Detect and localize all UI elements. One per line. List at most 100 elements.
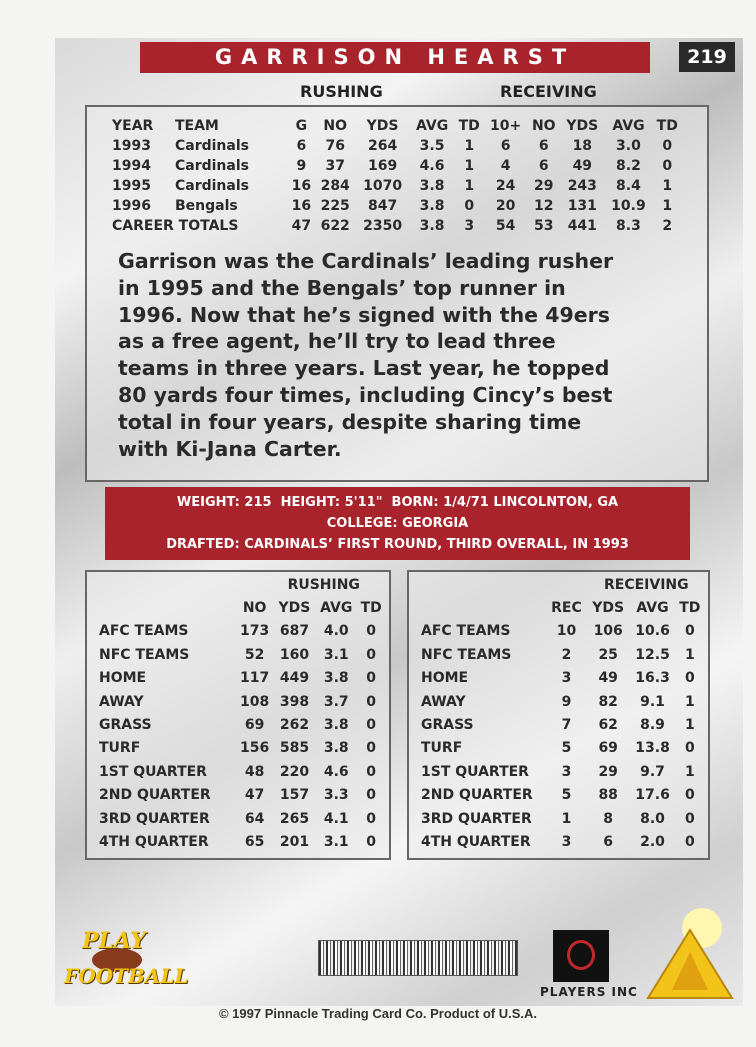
stats-table: YEAR TEAM G NO YDS AVG TD 10+ NO YDS AVG TD 1993 Card… bbox=[112, 116, 682, 236]
split-cell: 8.0 bbox=[640, 810, 665, 827]
split-cell: 0 bbox=[684, 810, 695, 827]
split-row: 1ST QUARTER 3 29 9.7 1 bbox=[409, 760, 704, 783]
players-inc-text: PLAYERS INC bbox=[540, 985, 638, 999]
split-cell: 25 bbox=[598, 646, 618, 663]
split-cell: 0 bbox=[684, 787, 695, 804]
split-cell: 6 bbox=[603, 833, 614, 850]
split-cell: 82 bbox=[598, 693, 618, 710]
stats-cell: 9 bbox=[296, 158, 307, 174]
stats-cell: 3.8 bbox=[419, 198, 445, 214]
split-row: NFC TEAMS 52 160 3.1 0 bbox=[87, 643, 385, 666]
stats-cell: 10.9 bbox=[611, 198, 646, 214]
split-cell: 0 bbox=[366, 740, 377, 757]
split-label: NFC TEAMS bbox=[421, 646, 512, 663]
bio-line: 1996. Now that he’s signed with the 49er… bbox=[118, 302, 610, 327]
split-cell: 0 bbox=[366, 763, 377, 780]
players-inc-logo bbox=[553, 930, 609, 982]
column-header: AVG bbox=[415, 118, 449, 134]
column-header: YEAR bbox=[112, 118, 154, 134]
stats-cell: 6 bbox=[296, 138, 307, 154]
stats-cell: 1993 bbox=[112, 138, 151, 154]
split-cell: 1 bbox=[684, 717, 695, 734]
split-cell: 65 bbox=[244, 833, 265, 850]
split-cell: 201 bbox=[279, 833, 310, 850]
stats-cell: 53 bbox=[534, 218, 554, 234]
split-cell: 3 bbox=[561, 833, 572, 850]
split-cell: 3.8 bbox=[323, 670, 349, 687]
split-cell: 47 bbox=[244, 787, 265, 804]
stats-row: 1993 Cardinals 6 76 264 3.5 1 6 6 18 3.0 0 bbox=[112, 136, 682, 156]
split-cell: 585 bbox=[279, 740, 310, 757]
split-cell: 0 bbox=[366, 693, 377, 710]
split-cell: 0 bbox=[366, 787, 377, 804]
stats-cell: 76 bbox=[325, 138, 345, 154]
stats-cell: 1994 bbox=[112, 158, 151, 174]
stats-cell: 1 bbox=[662, 178, 673, 194]
split-label: GRASS bbox=[99, 717, 152, 734]
column-header: TD bbox=[656, 118, 678, 134]
pinnacle-logo bbox=[646, 908, 734, 999]
split-cell: 0 bbox=[366, 670, 377, 687]
split-cell: 0 bbox=[684, 740, 695, 757]
split-row: GRASS 69 262 3.8 0 bbox=[87, 713, 385, 736]
split-cell: 1 bbox=[684, 693, 695, 710]
split-row: 4TH QUARTER 3 6 2.0 0 bbox=[409, 830, 704, 853]
group-label: RECEIVING bbox=[500, 82, 597, 101]
stats-cell: 1 bbox=[662, 198, 673, 214]
split-label: 3RD QUARTER bbox=[421, 810, 532, 827]
stats-cell: 0 bbox=[662, 138, 673, 154]
split-label: 3RD QUARTER bbox=[99, 810, 210, 827]
stats-cell: 37 bbox=[325, 158, 345, 174]
split-label: 4TH QUARTER bbox=[99, 833, 209, 850]
stats-cell: 18 bbox=[572, 138, 593, 154]
stats-cell: 1 bbox=[464, 158, 475, 174]
stats-cell: Cardinals bbox=[174, 158, 249, 174]
bio-line: Garrison was the Cardinals’ leading rush… bbox=[118, 249, 614, 273]
stats-cell: 20 bbox=[495, 198, 516, 214]
split-cell: 4.0 bbox=[323, 623, 349, 640]
bio-line: as a free agent, he’ll try to lead three bbox=[118, 329, 556, 354]
split-row: TURF 5 69 13.8 0 bbox=[409, 737, 704, 760]
column-header: G bbox=[295, 118, 308, 134]
split-cell: 0 bbox=[366, 646, 377, 663]
split-cell: 0 bbox=[684, 623, 695, 640]
split-cell: 0 bbox=[366, 833, 377, 850]
stats-cell: 1070 bbox=[363, 178, 403, 194]
split-cell: 4.1 bbox=[323, 810, 349, 827]
stats-row: CAREER TOTALS 47 622 2350 3.8 3 54 53 441 8.3 2 bbox=[112, 216, 682, 236]
column-header: TD bbox=[458, 118, 480, 134]
split-row: NFC TEAMS 2 25 12.5 1 bbox=[409, 643, 704, 666]
bio-line: in 1995 and the Bengals’ top runner in bbox=[118, 275, 566, 300]
split-label: TURF bbox=[99, 740, 141, 757]
split-row: AFC TEAMS 173 687 4.0 0 bbox=[87, 620, 385, 643]
split-row: 2ND QUARTER 47 157 3.3 0 bbox=[87, 784, 385, 807]
split-title: RUSHING bbox=[287, 576, 360, 593]
split-cell: 9 bbox=[561, 693, 572, 710]
split-row: 1ST QUARTER 48 220 4.6 0 bbox=[87, 760, 385, 783]
split-cell: 64 bbox=[244, 810, 265, 827]
blank bbox=[409, 596, 546, 619]
card-number: 219 bbox=[679, 42, 735, 72]
header-row: YEAR TEAM G NO YDS AVG TD 10+ NO YDS AVG TD bbox=[112, 116, 682, 136]
stats-row: 1996 Bengals 16 225 847 3.8 0 20 12 131 10.9 1 bbox=[112, 196, 682, 216]
column-header: NO bbox=[323, 118, 347, 134]
split-label: AWAY bbox=[99, 693, 144, 710]
split-row: HOME 117 449 3.8 0 bbox=[87, 667, 385, 690]
stats-cell: 47 bbox=[291, 218, 312, 234]
stats-cell: 3 bbox=[464, 218, 475, 234]
split-row: HOME 3 49 16.3 0 bbox=[409, 667, 704, 690]
column-header: YDS bbox=[366, 118, 399, 134]
stats-cell: 4 bbox=[500, 158, 511, 174]
split-cell: 62 bbox=[598, 717, 618, 734]
stats-cell: 2350 bbox=[363, 218, 403, 234]
split-cell: 2 bbox=[561, 646, 572, 663]
stats-cell: 8.3 bbox=[616, 218, 641, 234]
split-label: AWAY bbox=[421, 693, 466, 710]
stats-cell: 264 bbox=[367, 138, 398, 154]
split-label: 4TH QUARTER bbox=[421, 833, 531, 850]
column-header: AVG bbox=[612, 118, 645, 134]
stats-cell: Bengals bbox=[174, 198, 238, 214]
split-cell: 262 bbox=[279, 717, 310, 734]
stats-cell: 1 bbox=[464, 178, 475, 194]
split-cell: 3.3 bbox=[323, 787, 349, 804]
